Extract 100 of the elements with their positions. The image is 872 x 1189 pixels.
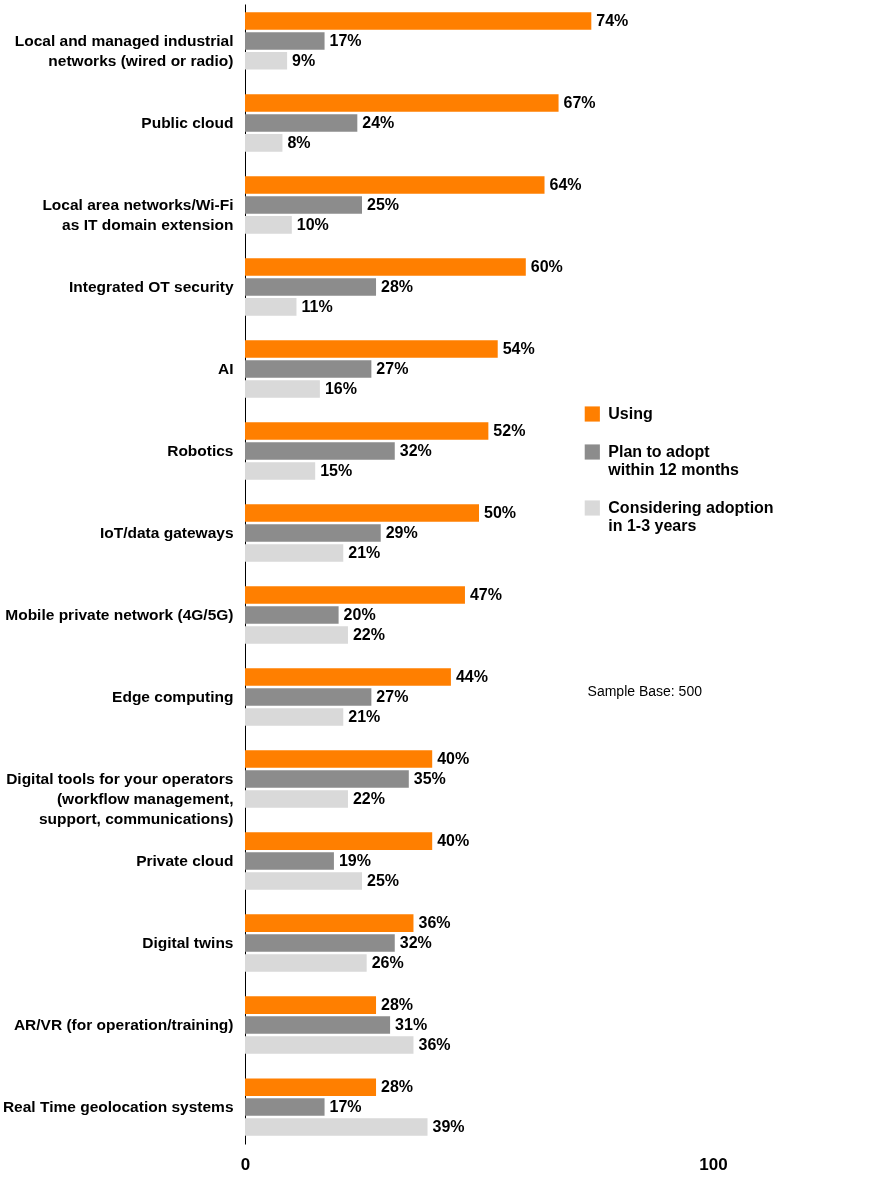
y-tick-label: Digital tools for your operators (workflow management, support, communications) xyxy=(6,770,234,828)
bar xyxy=(245,340,498,358)
bar xyxy=(245,750,433,768)
data-label: 20% xyxy=(343,606,376,624)
bar xyxy=(245,688,372,706)
bar xyxy=(245,626,348,644)
y-tick-label: Robotics xyxy=(167,441,234,459)
bar xyxy=(245,52,288,70)
legend-label: Using xyxy=(608,405,653,422)
bar xyxy=(245,770,409,788)
y-tick-label: AR/VR (for operation/training) xyxy=(13,1016,234,1034)
y-tick-label: Mobile private network (4G/5G) xyxy=(5,606,234,624)
bar xyxy=(245,934,395,952)
data-label: 28% xyxy=(381,277,414,295)
bar xyxy=(245,196,362,214)
bar xyxy=(245,586,465,604)
bar xyxy=(245,298,297,316)
bar xyxy=(245,832,433,850)
data-label: 60% xyxy=(530,258,563,276)
data-label: 40% xyxy=(437,832,470,850)
bar xyxy=(245,852,334,870)
data-label: 17% xyxy=(329,31,362,49)
data-label: 17% xyxy=(329,1098,362,1116)
y-tick-label: Local and managed industrial networks (wired or radio) xyxy=(14,31,234,69)
bar xyxy=(245,462,316,480)
data-label: 19% xyxy=(338,852,371,870)
bar xyxy=(245,94,559,112)
data-label: 15% xyxy=(320,461,353,479)
data-label: 28% xyxy=(381,996,414,1014)
data-label: 32% xyxy=(399,441,432,459)
bar xyxy=(245,278,377,296)
data-label: 21% xyxy=(348,543,381,561)
bar xyxy=(245,1078,377,1096)
bar xyxy=(245,12,592,30)
bar xyxy=(245,134,283,152)
y-tick-label: Public cloud xyxy=(141,113,234,131)
data-label: 16% xyxy=(324,379,357,397)
bar xyxy=(245,1016,391,1034)
data-label: 35% xyxy=(413,770,446,788)
y-tick-label: Integrated OT security xyxy=(68,277,234,295)
data-label: 67% xyxy=(563,93,596,111)
bar xyxy=(245,442,395,460)
bar xyxy=(245,606,339,624)
bar xyxy=(245,380,320,398)
y-tick-label: Edge computing xyxy=(112,688,234,706)
bar xyxy=(245,1098,325,1116)
data-label: 25% xyxy=(367,195,400,213)
data-label: 36% xyxy=(418,914,451,932)
data-label: 27% xyxy=(376,359,409,377)
y-tick-label: IoT/data gateways xyxy=(99,523,234,541)
bar xyxy=(245,954,367,972)
data-label: 44% xyxy=(455,668,488,686)
data-label: 9% xyxy=(292,51,316,69)
data-label: 28% xyxy=(381,1078,414,1096)
data-label: 50% xyxy=(484,504,517,522)
data-label: 64% xyxy=(549,176,582,193)
bar xyxy=(245,1118,428,1136)
y-tick-label: AI xyxy=(218,359,234,377)
y-tick-label: Private cloud xyxy=(136,852,234,870)
data-label: 32% xyxy=(399,934,432,952)
data-label: 10% xyxy=(296,215,329,233)
data-label: 54% xyxy=(502,340,535,358)
y-tick-label: Real Time geolocation systems xyxy=(2,1098,234,1116)
bar xyxy=(245,114,358,132)
data-label: 8% xyxy=(287,133,311,151)
data-label: 26% xyxy=(371,954,404,971)
bar xyxy=(245,422,489,440)
data-label: 29% xyxy=(385,523,418,541)
legend-label: Plan to adopt within 12 months xyxy=(607,443,740,478)
data-label: 74% xyxy=(596,11,629,29)
bar xyxy=(245,668,451,686)
data-label: 22% xyxy=(352,625,385,643)
bar xyxy=(245,176,545,194)
bar xyxy=(245,914,414,932)
bar xyxy=(245,504,479,522)
data-label: 25% xyxy=(367,871,400,889)
bar xyxy=(245,258,526,276)
data-label: 31% xyxy=(395,1016,428,1034)
data-label: 39% xyxy=(432,1118,465,1136)
bar xyxy=(245,524,381,542)
bar xyxy=(245,790,348,808)
bar xyxy=(245,996,377,1014)
bar xyxy=(245,1036,414,1054)
x-tick-label: 0 xyxy=(240,1154,251,1174)
bar xyxy=(245,360,372,378)
annotation: Sample Base: 500 xyxy=(587,683,703,699)
y-tick-label: Local area networks/Wi-Fi as IT domain extension xyxy=(42,195,234,233)
bar xyxy=(245,708,344,726)
data-label: 27% xyxy=(376,688,409,706)
data-label: 24% xyxy=(362,113,395,131)
bar xyxy=(245,872,362,890)
bar xyxy=(245,32,325,50)
bar xyxy=(245,544,344,562)
data-label: 22% xyxy=(352,789,385,807)
data-label: 47% xyxy=(469,586,502,604)
data-label: 36% xyxy=(418,1036,451,1054)
data-label: 52% xyxy=(493,422,526,440)
bar xyxy=(245,216,292,234)
data-label: 21% xyxy=(348,707,381,725)
legend-label: Considering adoption in 1-3 years xyxy=(608,499,774,534)
